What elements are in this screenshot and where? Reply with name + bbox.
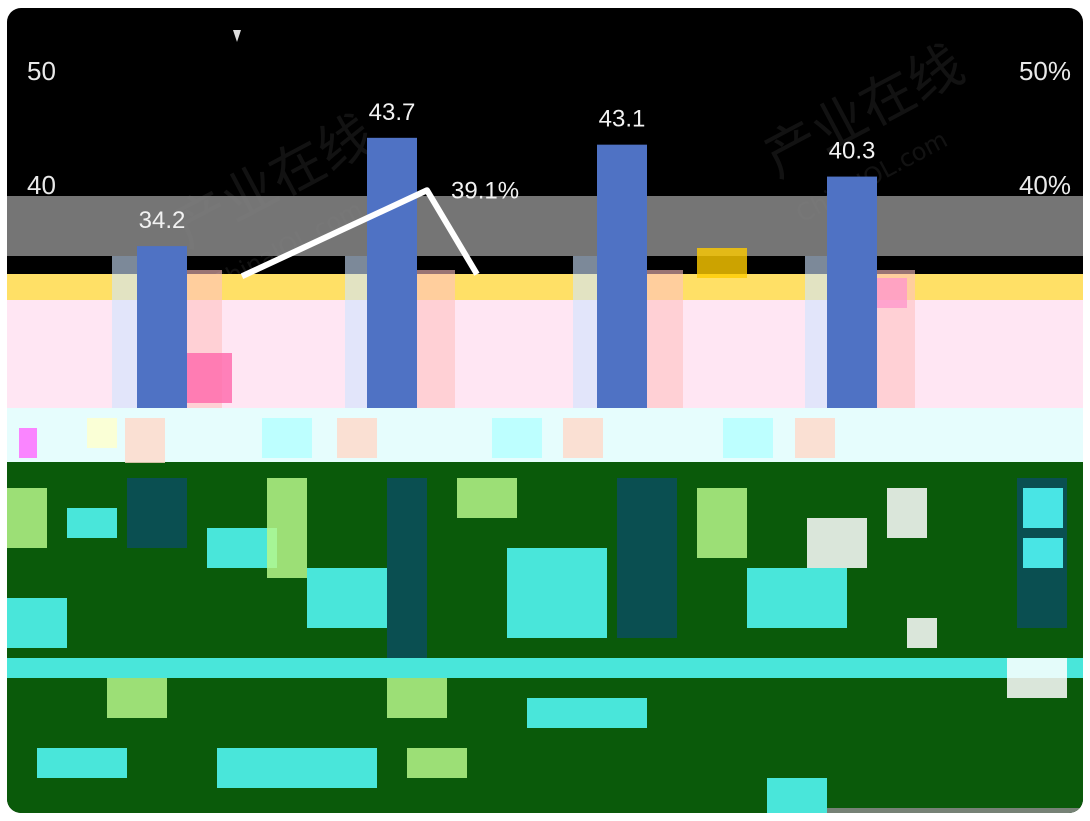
glitch-block-5: [492, 418, 542, 458]
bar-value-label-1: 43.7: [369, 99, 416, 126]
glitch-tile-16: [7, 658, 1083, 678]
glitch-tile-21: [407, 748, 467, 778]
glitch-tile-20: [217, 748, 377, 788]
y-tick-label-50: 50: [27, 56, 56, 86]
glitch-tile-5: [267, 478, 307, 578]
glitch-block-2: [125, 418, 165, 463]
glitch-tile-12: [747, 568, 847, 628]
glitch-tile-11: [697, 488, 747, 558]
top-caret-icon: [233, 30, 241, 42]
glitch-tile-8: [457, 478, 517, 518]
bar-0-2: [597, 144, 647, 408]
glitch-block-7: [723, 418, 773, 458]
y2-tick-label-50: 50%: [1019, 56, 1071, 86]
chart-frame: 产业在线 ChinaIOL.com 产业在线 ChinaIOL.com 34.2…: [7, 8, 1083, 813]
bar-0-0: [137, 246, 187, 408]
glitch-block-9: [697, 248, 747, 278]
data-labels: 34.2 43.7 43.1 40.3 39.1%: [139, 99, 876, 234]
glitch-tile-2: [67, 508, 117, 538]
glitch-block-8: [795, 418, 835, 458]
glitch-tile-27: [907, 618, 937, 648]
glitch-tile-7: [387, 478, 427, 658]
glitch-tile-3: [127, 478, 187, 548]
glitch-tile-9: [507, 548, 607, 638]
glitch-block-4: [337, 418, 377, 458]
y2-tick-label-40: 40%: [1019, 170, 1071, 200]
bar-value-label-2: 43.1: [599, 106, 646, 133]
glitch-block-3: [262, 418, 312, 458]
glitch-block-0: [19, 428, 37, 458]
glitch-tile-1: [7, 598, 67, 648]
bar-0-3: [827, 176, 877, 408]
glitch-tile-14: [1023, 488, 1063, 528]
band-gray: [7, 196, 1083, 256]
glitch-bands: [7, 196, 1083, 813]
glitch-tile-22: [767, 778, 827, 813]
glitch-tile-18: [387, 678, 447, 718]
line-segment-1: [240, 187, 480, 279]
band-cyan: [7, 408, 1083, 462]
glitch-tile-25: [887, 488, 927, 538]
bar-value-label-0: 34.2: [139, 207, 186, 234]
glitch-tile-4: [207, 528, 277, 568]
chart-svg: 产业在线 ChinaIOL.com 产业在线 ChinaIOL.com 34.2…: [7, 30, 1083, 813]
bar-0-1: [367, 137, 417, 408]
glitch-tile-23: [827, 808, 1083, 813]
glitch-block-1: [87, 418, 117, 448]
glitch-tile-0: [7, 488, 47, 548]
bar-value-label-3: 40.3: [829, 138, 876, 165]
glitch-block-11: [182, 353, 232, 403]
glitch-tile-17: [107, 678, 167, 718]
glitch-tile-15: [1023, 538, 1063, 568]
glitch-tile-24: [37, 748, 127, 778]
glitch-tile-26: [807, 518, 867, 568]
glitch-tile-28: [1007, 658, 1067, 698]
glitch-block-6: [563, 418, 603, 458]
axis-ticks: 50 40 50% 40%: [27, 56, 1071, 200]
glitch-tile-19: [527, 698, 647, 728]
y-tick-label-40: 40: [27, 170, 56, 200]
line-series: [240, 187, 480, 279]
glitch-tile-10: [617, 478, 677, 638]
line-value-label-1: 39.1%: [451, 177, 519, 204]
bar-series: [137, 137, 877, 408]
glitch-tile-6: [307, 568, 387, 628]
